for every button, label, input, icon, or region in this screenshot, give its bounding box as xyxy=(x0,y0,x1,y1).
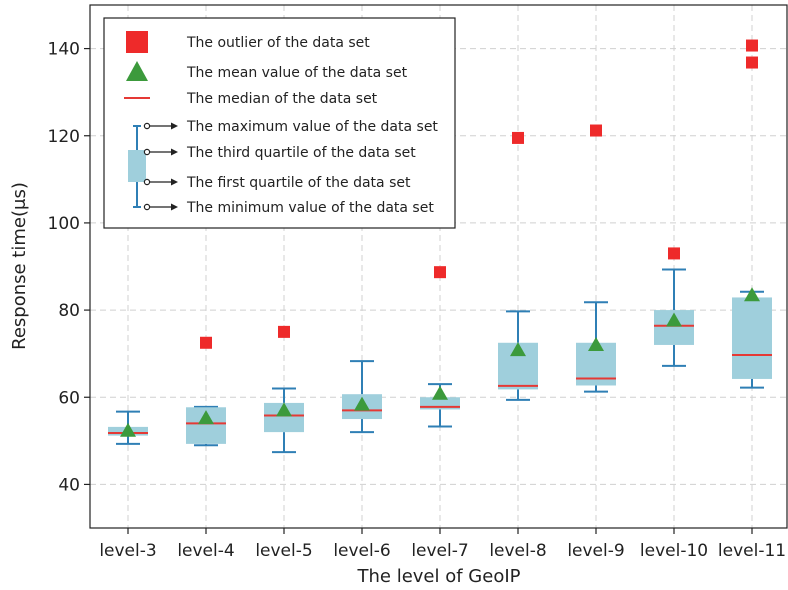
x-axis-label: The level of GeoIP xyxy=(357,566,521,586)
y-tick-label: 80 xyxy=(58,301,80,321)
legend-label: The third quartile of the data set xyxy=(186,145,416,161)
outlier-marker xyxy=(434,266,446,279)
mean-marker xyxy=(276,402,292,417)
x-tick-label: level-11 xyxy=(718,541,786,561)
legend-pointer-dot xyxy=(143,148,151,156)
legend-pointer-dot xyxy=(143,122,151,130)
mean-marker xyxy=(198,410,214,425)
legend-label: The outlier of the data set xyxy=(186,35,370,51)
x-tick-label: level-5 xyxy=(255,541,312,561)
arrow-right-icon xyxy=(171,122,178,130)
legend-label: The mean value of the data set xyxy=(186,65,408,81)
y-tick-label: 140 xyxy=(48,40,80,60)
x-tick-label: level-3 xyxy=(99,541,156,561)
legend-label: The median of the data set xyxy=(186,91,378,107)
legend-mean-icon xyxy=(126,61,148,81)
outlier-marker xyxy=(278,325,290,338)
x-tick-label: level-6 xyxy=(333,541,390,561)
legend-box xyxy=(103,17,456,229)
x-tick-label: level-9 xyxy=(567,541,624,561)
y-tick-label: 40 xyxy=(58,475,80,495)
iqr-box xyxy=(732,297,772,379)
legend-pointer-dot xyxy=(143,203,151,211)
outlier-marker xyxy=(512,131,524,144)
plot-frame xyxy=(89,4,788,529)
x-tick-label: level-8 xyxy=(489,541,546,561)
mean-marker xyxy=(354,396,370,411)
mean-marker xyxy=(432,385,448,400)
mean-marker xyxy=(744,287,760,302)
axes: 40 60 80 100 120 140 level-3 level-4 level-5 leve… xyxy=(48,4,788,561)
x-tick-label: level-10 xyxy=(640,541,708,561)
mean-marker xyxy=(666,312,682,327)
legend-pointer-dot xyxy=(143,178,151,186)
data-layer xyxy=(108,39,772,454)
mean-marker xyxy=(588,336,604,351)
y-tick-label: 100 xyxy=(48,214,80,234)
outlier-marker xyxy=(590,124,602,137)
y-tick-label: 120 xyxy=(48,127,80,147)
legend-label: The minimum value of the data set xyxy=(186,200,434,216)
mean-marker xyxy=(510,342,526,357)
arrow-right-icon xyxy=(171,178,178,186)
x-tick-label: level-7 xyxy=(411,541,468,561)
arrow-right-icon xyxy=(171,148,178,156)
legend-label: The first quartile of the data set xyxy=(186,175,411,191)
y-axis-label: Response time(μs) xyxy=(9,182,30,350)
legend: The outlier of the data set The mean valu… xyxy=(103,17,456,229)
outlier-marker xyxy=(200,336,212,349)
arrow-right-icon xyxy=(171,203,178,211)
outlier-marker xyxy=(668,247,680,260)
y-tick-label: 60 xyxy=(58,388,80,408)
legend-label: The maximum value of the data set xyxy=(186,119,438,135)
outlier-marker xyxy=(746,56,758,69)
mean-marker xyxy=(120,422,136,437)
outlier-marker xyxy=(746,39,758,52)
legend-outlier-icon xyxy=(126,31,148,53)
x-tick-label: level-4 xyxy=(177,541,234,561)
legend-box-icon xyxy=(128,150,146,182)
